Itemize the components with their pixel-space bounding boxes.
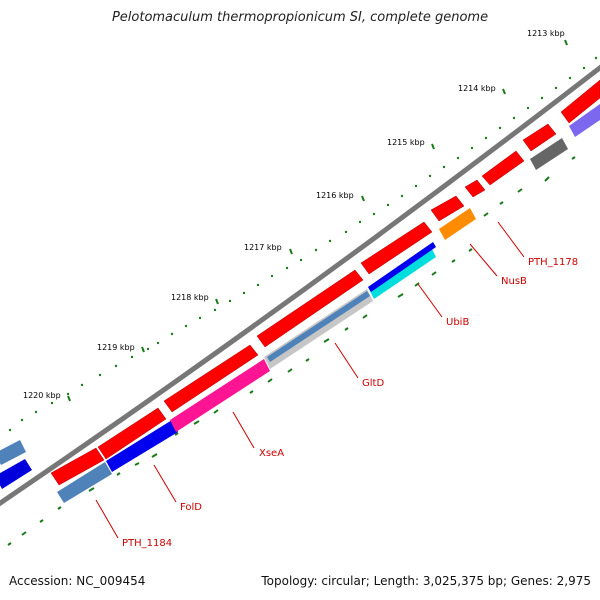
- gene-label: FolD: [180, 502, 202, 513]
- inner-tick-track: [7, 156, 576, 546]
- gene-feature: [256, 269, 364, 348]
- scale-label: 1220 kbp: [23, 391, 61, 400]
- gene-feature: [522, 123, 557, 152]
- gene-callout-lines: [95, 221, 525, 539]
- outer-scale-track: [8, 56, 598, 432]
- gene-label: GltD: [362, 378, 384, 389]
- gene-feature: [430, 195, 465, 222]
- gene-feature: [0, 440, 26, 465]
- gene-feature: [439, 208, 476, 240]
- gene-feature: [163, 344, 259, 413]
- gene-feature: [50, 447, 105, 486]
- gene-feature: [0, 459, 32, 489]
- scale-label: 1215 kbp: [387, 138, 425, 147]
- gene-label: PTH_1184: [122, 538, 172, 549]
- scale-label: 1217 kbp: [244, 243, 282, 252]
- gene-feature: [368, 242, 436, 292]
- outer-major-ticks: [67, 39, 568, 402]
- gene-feature: [170, 359, 270, 432]
- scale-label: 1214 kbp: [458, 84, 496, 93]
- reverse-strand-genes: [0, 104, 600, 503]
- genome-summary-text: Topology: circular; Length: 3,025,375 bp…: [261, 574, 591, 588]
- scale-label: 1213 kbp: [527, 29, 565, 38]
- gene-feature: [530, 138, 568, 170]
- gene-feature: [106, 420, 178, 472]
- gene-feature: [560, 79, 600, 124]
- forward-strand-genes: [50, 79, 600, 486]
- gene-labels: PTH_1178 NusB UbiB GltD XseA FolD PTH_11…: [122, 257, 578, 549]
- scale-labels: 1213 kbp 1214 kbp 1215 kbp 1216 kbp 1217…: [23, 29, 565, 400]
- gene-feature: [481, 150, 525, 186]
- gene-feature: [267, 291, 370, 362]
- gene-feature: [569, 104, 600, 137]
- gene-feature: [57, 462, 112, 503]
- gene-label: UbiB: [446, 317, 469, 328]
- gene-feature: [464, 179, 486, 198]
- scale-label: 1218 kbp: [171, 293, 209, 302]
- gene-label: NusB: [501, 276, 527, 287]
- gene-label: XseA: [259, 448, 284, 459]
- gene-feature: [360, 221, 433, 275]
- map-title: Pelotomaculum thermopropionicum SI, comp…: [111, 10, 489, 25]
- accession-text: Accession: NC_009454: [9, 574, 146, 588]
- gene-feature: [97, 407, 167, 460]
- scale-label: 1216 kbp: [316, 191, 354, 200]
- genome-backbone: [0, 64, 600, 507]
- gene-label: PTH_1178: [528, 257, 578, 268]
- scale-label: 1219 kbp: [97, 343, 135, 352]
